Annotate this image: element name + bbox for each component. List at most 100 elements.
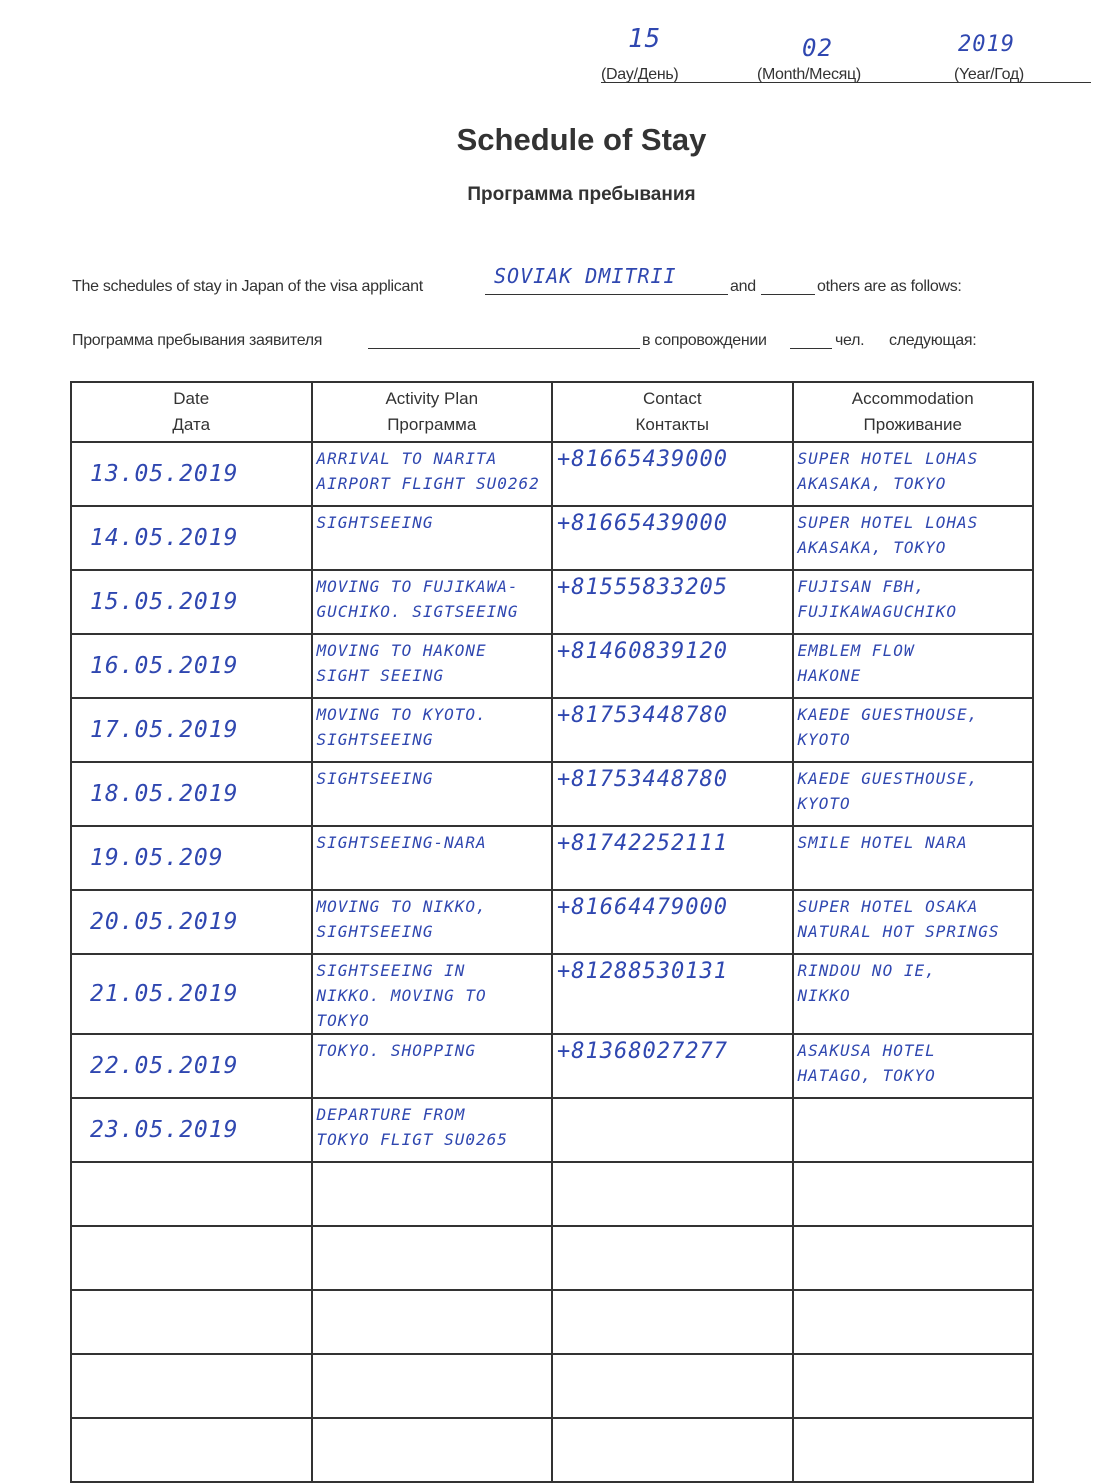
- cell-date: 15.05.2019: [70, 569, 313, 635]
- cell-accommodation: [791, 1225, 1034, 1291]
- table-row: 16.05.2019 MOVING TO HAKONE SIGHT SEEING +…: [70, 633, 1034, 699]
- and-label: and: [730, 278, 756, 295]
- cell-accommodation: RINDOU NO IE, NIKKO: [791, 953, 1034, 1035]
- cell-contact: [551, 1097, 794, 1163]
- cell-contact: +81460839120: [551, 633, 794, 699]
- cell-activity: MOVING TO KYOTO. SIGHTSEEING: [310, 697, 553, 763]
- cell-accommodation: FUJISAN FBH, FUJIKAWAGUCHIKO: [791, 569, 1034, 635]
- cell-date: 21.05.2019: [70, 953, 313, 1035]
- cell-contact: [551, 1417, 794, 1483]
- header-date: Date Дата: [70, 381, 313, 443]
- table-row: 23.05.2019 DEPARTURE FROM TOKYO FLIGT SU0…: [70, 1097, 1034, 1163]
- cell-accommodation: [791, 1353, 1034, 1419]
- table-row: 13.05.2019 ARRIVAL TO NARITA AIRPORT FLIG…: [70, 441, 1034, 507]
- cell-accommodation: SUPER HOTEL LOHAS AKASAKA, TOKYO: [791, 505, 1034, 571]
- cell-accommodation: SMILE HOTEL NARA: [791, 825, 1034, 891]
- cell-activity: DEPARTURE FROM TOKYO FLIGT SU0265: [310, 1097, 553, 1163]
- others-count-line-ru: [790, 348, 832, 349]
- cell-activity: MOVING TO NIKKO, SIGHTSEEING: [310, 889, 553, 955]
- table-header-row: Date Дата Activity Plan Программа Contact К…: [70, 381, 1034, 443]
- table-row: 17.05.2019 MOVING TO KYOTO. SIGHTSEEING +8…: [70, 697, 1034, 763]
- cell-contact: +81288530131: [551, 953, 794, 1035]
- cell-date: [70, 1289, 313, 1355]
- cell-accommodation: EMBLEM FLOW HAKONE: [791, 633, 1034, 699]
- year-value: 2019: [958, 32, 1015, 57]
- cell-contact: +81742252111: [551, 825, 794, 891]
- others-suffix: others are as follows:: [817, 278, 962, 295]
- cell-contact: +81368027277: [551, 1033, 794, 1099]
- cell-contact: +81665439000: [551, 441, 794, 507]
- table-row: 15.05.2019 MOVING TO FUJIKAWA- GUCHIKO. S…: [70, 569, 1034, 635]
- day-value: 15: [628, 24, 662, 54]
- cell-date: 18.05.2019: [70, 761, 313, 827]
- cell-contact: [551, 1161, 794, 1227]
- applicant-prefix-ru: Программа пребывания заявителя: [72, 332, 323, 349]
- cell-date: [70, 1225, 313, 1291]
- cell-date: 14.05.2019: [70, 505, 313, 571]
- table-row: [70, 1353, 1034, 1419]
- applicant-prefix: The schedules of stay in Japan of the vi…: [72, 278, 423, 295]
- cell-activity: [310, 1161, 553, 1227]
- cell-activity: [310, 1417, 553, 1483]
- table-row: 21.05.2019 SIGHTSEEING IN NIKKO. MOVING T…: [70, 953, 1034, 1035]
- cell-activity: SIGHTSEEING IN NIKKO. MOVING TO TOKYO: [310, 953, 553, 1035]
- cell-activity: SIGHTSEEING-NARA: [310, 825, 553, 891]
- cell-date: 22.05.2019: [70, 1033, 313, 1099]
- cell-accommodation: SUPER HOTEL OSAKA NATURAL HOT SPRINGS: [791, 889, 1034, 955]
- cell-date: [70, 1161, 313, 1227]
- cell-contact: [551, 1289, 794, 1355]
- cell-activity: SIGHTSEEING: [310, 761, 553, 827]
- persons-label-ru: чел.: [835, 332, 865, 349]
- table-row: [70, 1161, 1034, 1227]
- date-underline: [601, 82, 1091, 83]
- table-row: 20.05.2019 MOVING TO NIKKO, SIGHTSEEING +8…: [70, 889, 1034, 955]
- month-value: 02: [802, 34, 833, 62]
- cell-date: 17.05.2019: [70, 697, 313, 763]
- year-label: (Year/Год): [954, 66, 1024, 83]
- following-label-ru: следующая:: [889, 332, 977, 349]
- cell-accommodation: [791, 1289, 1034, 1355]
- cell-contact: +81664479000: [551, 889, 794, 955]
- cell-activity: MOVING TO HAKONE SIGHT SEEING: [310, 633, 553, 699]
- header-accommodation: Accommodation Проживание: [791, 381, 1034, 443]
- cell-date: 16.05.2019: [70, 633, 313, 699]
- cell-accommodation: KAEDE GUESTHOUSE, KYOTO: [791, 697, 1034, 763]
- cell-accommodation: [791, 1417, 1034, 1483]
- table-row: 19.05.209 SIGHTSEEING-NARA +81742252111 SMI…: [70, 825, 1034, 891]
- table-row: [70, 1289, 1034, 1355]
- cell-date: 23.05.2019: [70, 1097, 313, 1163]
- cell-activity: [310, 1225, 553, 1291]
- cell-contact: +81555833205: [551, 569, 794, 635]
- cell-date: 20.05.2019: [70, 889, 313, 955]
- cell-contact: +81753448780: [551, 697, 794, 763]
- table-row: [70, 1225, 1034, 1291]
- cell-contact: [551, 1353, 794, 1419]
- header-activity: Activity Plan Программа: [310, 381, 553, 443]
- table-row: 22.05.2019 TOKYO. SHOPPING +81368027277 ASA…: [70, 1033, 1034, 1099]
- month-label: (Month/Месяц): [757, 66, 861, 83]
- cell-accommodation: ASAKUSA HOTEL HATAGO, TOKYO: [791, 1033, 1034, 1099]
- cell-accommodation: [791, 1161, 1034, 1227]
- cell-contact: +81753448780: [551, 761, 794, 827]
- table-row: 14.05.2019 SIGHTSEEING +81665439000 SUPER H…: [70, 505, 1034, 571]
- schedule-table: Date Дата Activity Plan Программа Contact К…: [70, 381, 1034, 1483]
- table-row: [70, 1417, 1034, 1483]
- table-row: 18.05.2019 SIGHTSEEING +81753448780 KAEDE G…: [70, 761, 1034, 827]
- cell-contact: +81665439000: [551, 505, 794, 571]
- page-title: Schedule of Stay: [456, 122, 707, 157]
- cell-date: 13.05.2019: [70, 441, 313, 507]
- cell-contact: [551, 1225, 794, 1291]
- others-count-line: [761, 294, 815, 295]
- day-label: (Day/День): [601, 66, 679, 83]
- cell-accommodation: KAEDE GUESTHOUSE, KYOTO: [791, 761, 1034, 827]
- cell-date: [70, 1353, 313, 1419]
- cell-activity: TOKYO. SHOPPING: [310, 1033, 553, 1099]
- cell-accommodation: [791, 1097, 1034, 1163]
- cell-activity: SIGHTSEEING: [310, 505, 553, 571]
- applicant-name: SOVIAK DMITRII: [494, 264, 677, 288]
- applicant-name-line: [485, 294, 728, 295]
- cell-activity: ARRIVAL TO NARITA AIRPORT FLIGHT SU0262: [310, 441, 553, 507]
- cell-activity: [310, 1289, 553, 1355]
- cell-accommodation: SUPER HOTEL LOHAS AKASAKA, TOKYO: [791, 441, 1034, 507]
- page-subtitle: Программа пребывания: [467, 184, 696, 205]
